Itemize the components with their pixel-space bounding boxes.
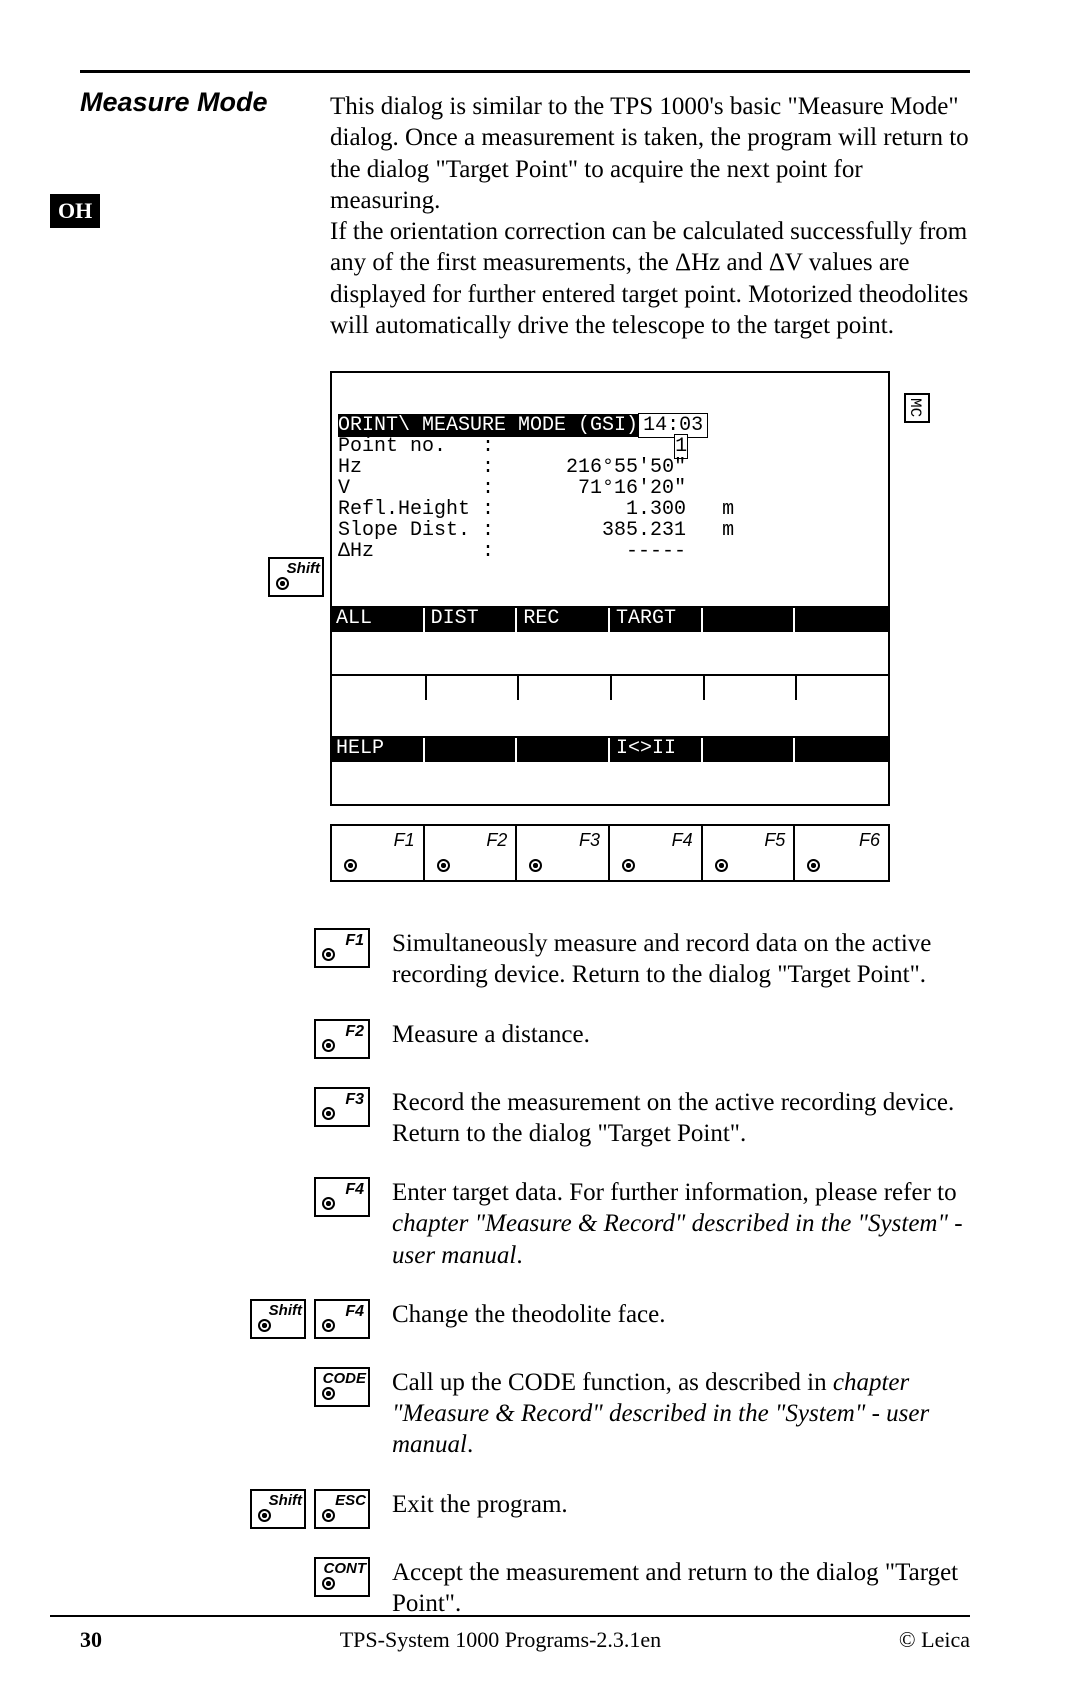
desc-f4: Enter target data. For further informati… <box>392 1177 970 1271</box>
func-cont: CONT Accept the measurement and return t… <box>240 1557 970 1620</box>
page-number: 30 <box>80 1627 102 1653</box>
keycap-f4b: F4 <box>314 1299 370 1339</box>
row-refl: Refl.Height : 1.300 m <box>338 498 734 521</box>
fkey-f2[interactable]: F2 <box>425 826 518 880</box>
columns: Measure Mode OH This dialog is similar t… <box>50 91 970 882</box>
softkey-all[interactable]: ALL <box>332 608 425 632</box>
footer-right: © Leica <box>899 1627 970 1653</box>
fkey-f3[interactable]: F3 <box>517 826 610 880</box>
softkey-face[interactable]: I<>II <box>610 738 703 762</box>
dot-icon <box>807 859 820 872</box>
softkey-blank6 <box>795 738 888 762</box>
row-hz: Hz : 216°55'50" <box>338 456 686 479</box>
shift-key-screen: Shift <box>268 557 324 597</box>
footer: 30 TPS-System 1000 Programs-2.3.1en © Le… <box>50 1615 970 1653</box>
softkey-blank3 <box>425 738 518 762</box>
func-code: CODE Call up the CODE function, as descr… <box>240 1367 970 1461</box>
intro-para-1: This dialog is similar to the TPS 1000's… <box>330 91 970 216</box>
desc-shift-esc: Exit the program. <box>392 1489 970 1520</box>
fkey-f6[interactable]: F6 <box>795 826 888 880</box>
screen-title: ORINT\ MEASURE MODE (GSI) <box>338 414 638 437</box>
softkey-blank4 <box>517 738 610 762</box>
func-shift-esc: Shift ESC Exit the program. <box>176 1489 970 1529</box>
terminal-screen: MC ORINT\ MEASURE MODE (GSI)14:03 Point … <box>330 371 890 806</box>
fkey-f1[interactable]: F1 <box>332 826 425 880</box>
softkey-row-1: ALL DIST REC TARGT <box>332 606 888 632</box>
fkey-f5[interactable]: F5 <box>703 826 796 880</box>
dot-icon <box>344 859 357 872</box>
desc-shift-f4: Change the theodolite face. <box>392 1299 970 1330</box>
func-f4: F4 Enter target data. For further inform… <box>240 1177 970 1271</box>
right-column: This dialog is similar to the TPS 1000's… <box>330 91 970 882</box>
page: Measure Mode OH This dialog is similar t… <box>0 0 1080 1687</box>
dot-icon <box>276 577 289 590</box>
func-f2: F2 Measure a distance. <box>240 1019 970 1059</box>
softkey-blank1 <box>703 608 796 632</box>
keycap-f4: F4 <box>314 1177 370 1217</box>
desc-cont: Accept the measurement and return to the… <box>392 1557 970 1620</box>
desc-f1: Simultaneously measure and record data o… <box>392 928 970 991</box>
footer-center: TPS-System 1000 Programs-2.3.1en <box>340 1627 661 1653</box>
func-f1: F1 Simultaneously measure and record dat… <box>240 928 970 991</box>
keycap-f3: F3 <box>314 1087 370 1127</box>
softkey-blank5 <box>703 738 796 762</box>
keycap-cont: CONT <box>314 1557 370 1597</box>
top-rule <box>80 70 970 73</box>
dot-icon <box>437 859 450 872</box>
keycap-code: CODE <box>314 1367 370 1407</box>
softkey-rec[interactable]: REC <box>517 608 610 632</box>
intro-para-2: If the orientation correction can be cal… <box>330 216 970 341</box>
row-v: V : 71°16'20" <box>338 477 686 500</box>
keycap-shift2: Shift <box>250 1489 306 1529</box>
fkey-row: F1 F2 F3 F4 F5 F6 <box>330 824 890 882</box>
softkey-targt[interactable]: TARGT <box>610 608 703 632</box>
oh-badge: OH <box>50 194 100 228</box>
softkey-help[interactable]: HELP <box>332 738 425 762</box>
keycap-f1: F1 <box>314 928 370 968</box>
dot-icon <box>715 859 728 872</box>
softkey-row-2: HELP I<>II <box>332 736 888 762</box>
screen-wrap: Shift MC ORINT\ MEASURE MODE (GSI)14:03 … <box>330 371 970 882</box>
section-title: Measure Mode <box>80 87 310 118</box>
keycap-esc: ESC <box>314 1489 370 1529</box>
keycap-shift: Shift <box>250 1299 306 1339</box>
shift-label: Shift <box>287 560 320 579</box>
fkey-f4[interactable]: F4 <box>610 826 703 880</box>
dot-icon <box>622 859 635 872</box>
keycap-f2: F2 <box>314 1019 370 1059</box>
softkey-blank2 <box>795 608 888 632</box>
softkey-dist[interactable]: DIST <box>425 608 518 632</box>
left-column: Measure Mode OH <box>50 91 310 228</box>
function-list: F1 Simultaneously measure and record dat… <box>240 928 970 1619</box>
desc-f3: Record the measurement on the active rec… <box>392 1087 970 1150</box>
desc-code: Call up the CODE function, as described … <box>392 1367 970 1461</box>
func-f3: F3 Record the measurement on the active … <box>240 1087 970 1150</box>
softkey-spacer <box>332 674 888 694</box>
row-dhz: ΔHz : ----- <box>338 540 686 563</box>
desc-f2: Measure a distance. <box>392 1019 970 1050</box>
dot-icon <box>529 859 542 872</box>
func-shift-f4: Shift F4 Change the theodolite face. <box>176 1299 970 1339</box>
row-slope: Slope Dist. : 385.231 m <box>338 519 734 542</box>
mc-indicator: MC <box>904 393 930 423</box>
